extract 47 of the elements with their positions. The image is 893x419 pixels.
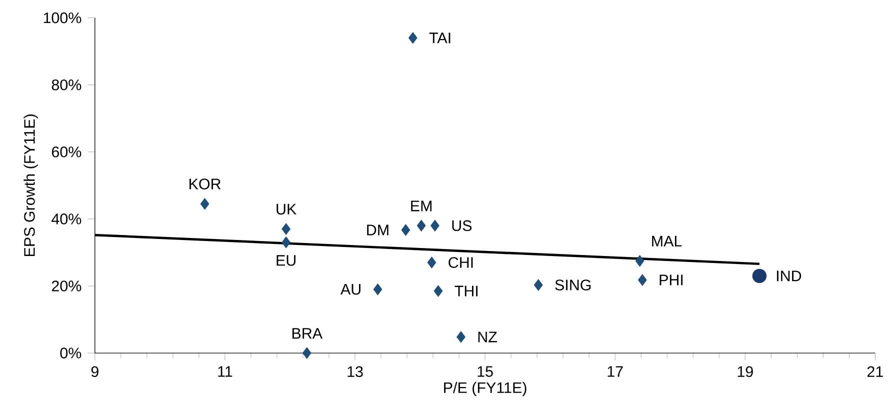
y-tick-label: 0%	[60, 348, 82, 358]
x-tick-label: 21	[867, 366, 883, 377]
x-tick-label: 13	[348, 366, 363, 378]
y-axis-title: EPS Growth (FY11E)	[24, 114, 38, 256]
y-tick-label: 100%	[44, 12, 82, 24]
annotation: SING	[555, 280, 591, 290]
point	[752, 268, 767, 284]
annotation: CHI	[448, 257, 473, 268]
annotation: EU	[276, 255, 296, 266]
annotation: UK	[276, 204, 296, 215]
point	[282, 223, 290, 235]
annotation: TAI	[429, 32, 450, 44]
annotation: US	[452, 220, 472, 232]
point	[534, 279, 543, 291]
x-axis-title: P/E (FY11E)	[444, 382, 526, 396]
y-tick-label: 40%	[52, 214, 82, 224]
annotation: AU	[340, 284, 360, 295]
annotation: NZ	[478, 332, 497, 342]
annotation: PHI	[660, 274, 683, 286]
annotation: KOR	[190, 178, 221, 190]
annotation: MAL	[652, 236, 682, 246]
y-tick-label: 80%	[52, 79, 82, 90]
annotation: DM	[367, 224, 388, 236]
x-tick-label: 9	[91, 366, 98, 378]
x-tick-label: 15	[478, 366, 493, 377]
point	[401, 224, 410, 236]
point	[456, 331, 466, 343]
point	[416, 220, 426, 232]
point	[282, 236, 290, 248]
point	[434, 285, 443, 297]
y-tick-label: 60%	[52, 146, 82, 158]
annotation: EM	[411, 200, 432, 212]
annotation: THI	[454, 286, 478, 296]
point	[302, 347, 312, 359]
x-tick-label: 17	[608, 366, 623, 377]
x-tick-label: 11	[218, 366, 232, 377]
point	[430, 220, 440, 232]
point	[427, 256, 436, 268]
point	[200, 198, 210, 210]
point	[373, 284, 382, 296]
x-tick-label: 19	[738, 366, 753, 378]
point	[408, 32, 418, 44]
point	[638, 274, 647, 286]
point	[635, 255, 644, 267]
annotation: IND	[776, 270, 802, 282]
annotation: BRA	[292, 328, 323, 339]
y-tick-label: 20%	[52, 280, 82, 292]
